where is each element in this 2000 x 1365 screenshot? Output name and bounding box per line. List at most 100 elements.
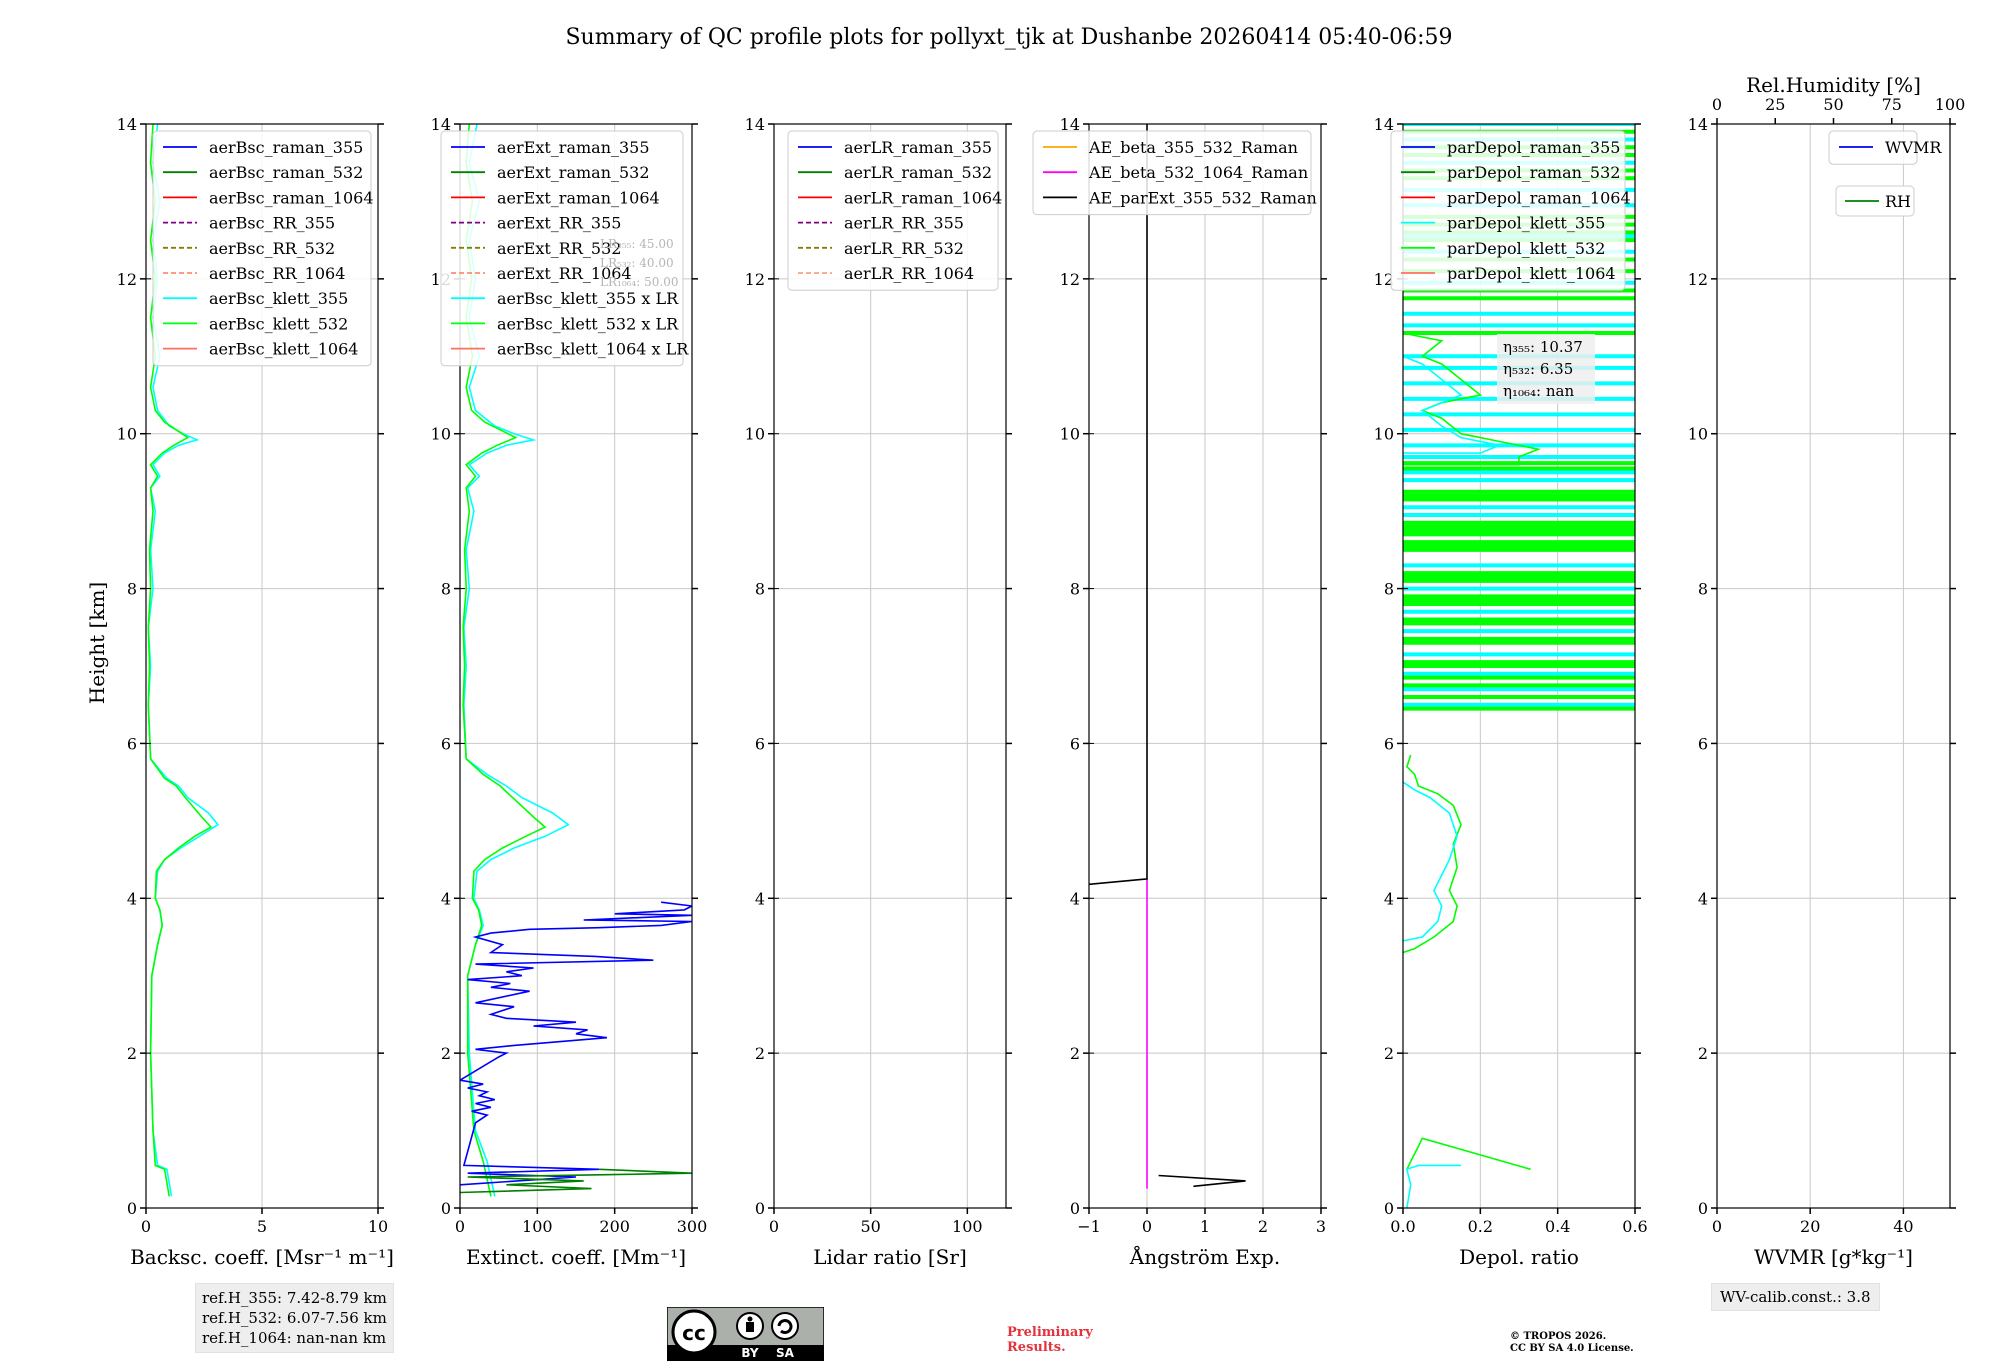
series-line-parDepol_klett_355 [1403,781,1458,942]
legend-box [440,130,684,367]
legend-label-parDepol_klett_355: parDepol_klett_355 [1447,214,1605,233]
y-tick-label: 12 [745,270,765,289]
series-line-AE_parExt_355_532_Raman [1089,124,1148,886]
y-tick-label: 0 [127,1199,137,1218]
preliminary-line-2: Results. [1007,1340,1066,1355]
y-tick-label: 12 [1374,270,1394,289]
y-tick-label: 0 [1384,1199,1394,1218]
x-tick-label: 10 [368,1217,388,1236]
legend-label-parDepol_klett_532: parDepol_klett_532 [1447,239,1605,258]
y-tick-label: 12 [117,270,137,289]
y-axis-label: Height [km] [85,582,109,704]
x-tick-label: 3 [1316,1217,1326,1236]
y-tick-label: 0 [1698,1199,1708,1218]
y-tick-label: 14 [1374,115,1394,134]
x-tick-label: 0.0 [1390,1217,1415,1236]
top-x-axis-label: Rel.Humidity [%] [1746,73,1921,97]
y-tick-label: 12 [1060,270,1080,289]
series-line-aerBsc_klett_532 x LR [462,124,547,1197]
legend-label-aerExt_raman_532: aerExt_raman_532 [497,163,650,182]
top-x-tick-label: 100 [1935,95,1966,114]
series-line-parDepol_klett_532 [1403,754,1462,954]
legend-label-aerExt_RR_355: aerExt_RR_355 [497,214,621,233]
legend-label-AE_beta_355_532_Raman: AE_beta_355_532_Raman [1088,138,1298,157]
top-x-tick-label: 75 [1882,95,1902,114]
y-tick-label: 8 [1698,580,1708,599]
y-tick-label: 2 [1698,1044,1708,1063]
series-group [147,124,220,1197]
x-axis-label: Lidar ratio [Sr] [813,1245,967,1269]
y-tick-label: 8 [755,580,765,599]
ref-h-355: ref.H_355: 7.42-8.79 km [202,1289,387,1307]
eta-0: η₃₅₅: 10.37 [1503,338,1583,356]
copyright-note: © TROPOS 2026. CC BY SA 4.0 License. [1510,1331,1710,1355]
x-tick-label: 200 [599,1217,630,1236]
panel-lr: 0 2 4 6 8 10 12 14 0 50 100 Lidar ratio [Sr] aerLR_r… [745,115,1012,1269]
legend-label-aerExt_raman_355: aerExt_raman_355 [497,138,650,157]
x-tick-label: 100 [522,1217,553,1236]
x-tick-label: −1 [1077,1217,1101,1236]
legend-label-aerBsc_klett_532: aerBsc_klett_532 [209,314,348,333]
panel-depol: 0 2 4 6 8 10 12 14 0.0 0.2 0.4 0.6 Depol. ratio parDe… [1374,115,1648,1269]
y-tick-label: 4 [1384,889,1394,908]
y-tick-label: 10 [745,425,765,444]
legend-label-aerLR_raman_355: aerLR_raman_355 [844,138,992,157]
series-line-parDepol_klett_355 [1405,1164,1461,1208]
y-tick-label: 14 [1060,115,1080,134]
legend-label-aerBsc_raman_532: aerBsc_raman_532 [209,163,363,182]
y-tick-label: 6 [1384,734,1394,753]
x-tick-label: 0.4 [1545,1217,1570,1236]
series-line-aerExt_raman_355 [460,901,692,1186]
legend-label-parDepol_klett_1064: parDepol_klett_1064 [1447,264,1616,283]
legend-label-aerBsc_raman_1064: aerBsc_raman_1064 [209,188,374,207]
legend-label-aerBsc_klett_1064 x LR: aerBsc_klett_1064 x LR [497,340,689,359]
legend-label-aerExt_raman_1064: aerExt_raman_1064 [497,188,660,207]
x-tick-label: 0 [1142,1217,1152,1236]
legend-label-parDepol_raman_532: parDepol_raman_532 [1447,163,1620,182]
preliminary-line-1: Preliminary [1007,1325,1093,1340]
axes-frame [1716,123,1951,1209]
lr-note-0: LR₃₅₅: 45.00 [600,237,674,251]
legend-label-aerBsc_klett_355 x LR: aerBsc_klett_355 x LR [497,289,679,308]
ref-h-532: ref.H_532: 6.07-7.56 km [202,1309,387,1327]
legend: aerLR_raman_355 aerLR_raman_532 aerLR_rama… [787,130,1002,291]
legend-label-aerBsc_RR_1064: aerBsc_RR_1064 [209,264,345,283]
x-tick-label: 50 [860,1217,880,1236]
y-tick-label: 12 [1688,270,1708,289]
x-tick-label: 0 [1712,1217,1722,1236]
y-tick-label: 10 [1688,425,1708,444]
y-tick-label: 10 [1374,425,1394,444]
x-axis-label: WVMR [g*kg⁻¹] [1754,1245,1913,1269]
legend-label-AE_parExt_355_532_Raman: AE_parExt_355_532_Raman [1088,188,1317,207]
y-tick-label: 14 [117,115,137,134]
y-tick-label: 0 [755,1199,765,1218]
wv-calib-text: WV-calib.const.: 3.8 [1720,1288,1871,1306]
axes-frame [773,123,1007,1209]
legend-label-aerExt_RR_1064: aerExt_RR_1064 [497,264,632,283]
legend-box [1032,130,1312,216]
x-tick-label: 0.6 [1622,1217,1647,1236]
lr-note-2: LR₁₀₆₄: 50.00 [600,275,678,289]
cc-logo-text: cc [682,1321,706,1345]
y-tick-label: 4 [127,889,137,908]
legend-label-aerLR_RR_355: aerLR_RR_355 [844,214,964,233]
y-tick-label: 2 [127,1044,137,1063]
x-axis-label: Backsc. coeff. [Msr⁻¹ m⁻¹] [130,1245,394,1269]
axes-frame [459,123,693,1209]
x-tick-label: 20 [1800,1217,1820,1236]
eta-bg [1497,334,1595,404]
panel-bsc: 0 2 4 6 8 10 12 14 0 5 10 Backsc. coeff. [Msr⁻¹ m⁻¹… [117,115,394,1269]
y-tick-label: 10 [431,425,451,444]
y-tick-label: 6 [755,734,765,753]
x-tick-label: 40 [1893,1217,1913,1236]
y-tick-label: 8 [441,580,451,599]
x-axis-label: Depol. ratio [1459,1245,1579,1269]
copyright-line-2: CC BY SA 4.0 License. [1510,1343,1634,1354]
eta-1: η₅₃₂: 6.35 [1503,360,1573,378]
y-tick-label: 14 [431,115,451,134]
sa-label: SA [776,1346,795,1360]
y-tick-label: 2 [1384,1044,1394,1063]
legend-label-rh: RH [1885,192,1911,211]
legend-label-aerBsc_klett_532 x LR: aerBsc_klett_532 x LR [497,314,679,333]
series-group [460,124,692,1197]
